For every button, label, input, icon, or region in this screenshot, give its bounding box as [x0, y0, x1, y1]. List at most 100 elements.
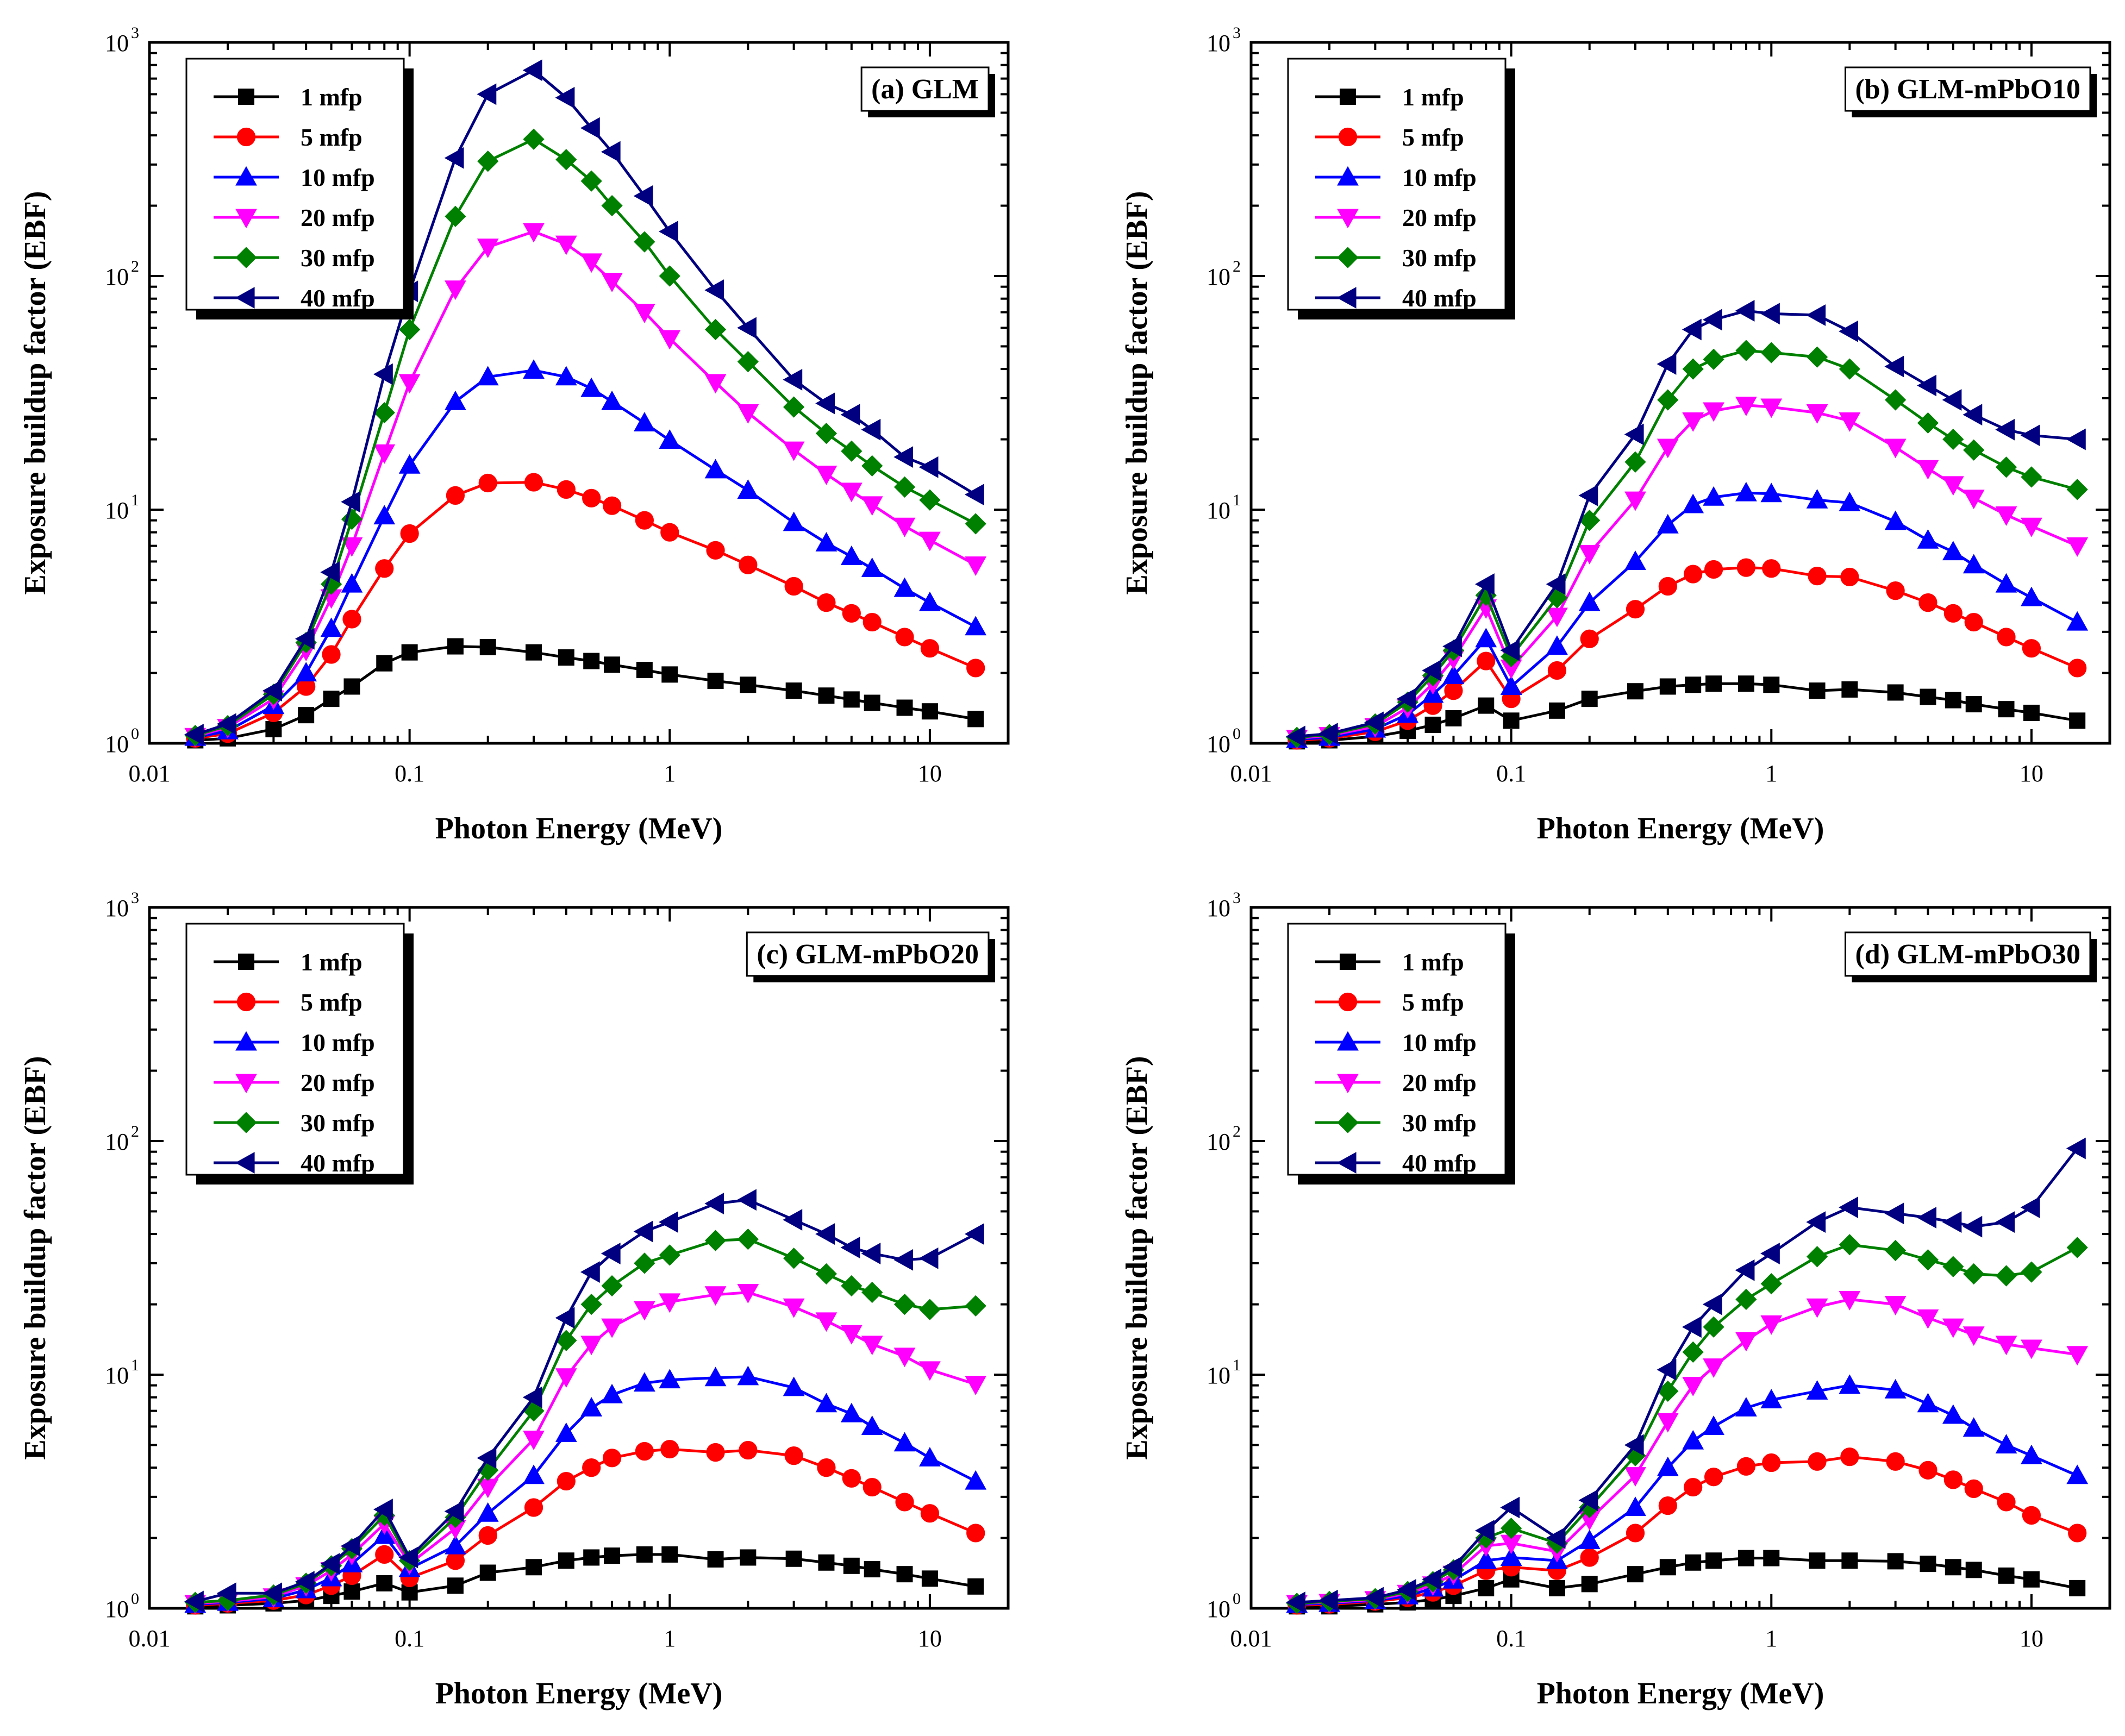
series-40-mfp	[184, 1189, 984, 1613]
data-point	[342, 610, 361, 629]
data-point	[1547, 661, 1567, 680]
data-point	[919, 489, 941, 511]
x-tick-label: 10	[918, 760, 942, 787]
data-point	[1318, 723, 1338, 745]
data-point	[1962, 490, 1985, 510]
data-point	[737, 404, 759, 424]
data-point	[341, 537, 363, 557]
data-point	[2021, 1261, 2042, 1283]
data-point	[1884, 1202, 1904, 1225]
data-point	[444, 1500, 464, 1522]
y-tick-exponent: 3	[131, 889, 139, 907]
data-point	[1704, 560, 1723, 579]
legend-marker	[1337, 166, 1359, 186]
series-5-mfp	[186, 473, 985, 748]
data-point	[1943, 604, 1962, 623]
data-point	[1998, 701, 2015, 718]
data-point	[2068, 1524, 2087, 1543]
legend-label: 1 mfp	[1402, 83, 1464, 111]
data-point	[580, 1293, 602, 1315]
data-point	[479, 1564, 496, 1581]
data-point	[580, 377, 603, 397]
data-point	[818, 1554, 835, 1571]
data-point	[861, 1243, 881, 1264]
data-point	[262, 680, 282, 702]
legend: 1 mfp 5 mfp 10 mfp 20 mfp 30 mfp 40 mfp	[185, 58, 414, 319]
data-point	[1917, 1393, 1939, 1413]
y-tick-label: 10	[1207, 895, 1230, 922]
y-tick-exponent: 3	[131, 24, 139, 42]
data-point	[1703, 486, 1724, 506]
data-point	[375, 559, 394, 578]
panel-title-box: (b) GLM-mPbO10	[1844, 66, 2097, 117]
data-point	[1703, 348, 1724, 370]
data-point	[840, 1402, 862, 1422]
y-tick-exponent: 2	[1233, 1123, 1241, 1140]
data-point	[659, 1369, 681, 1389]
y-tick-exponent: 1	[1233, 1356, 1241, 1374]
data-point	[1682, 412, 1704, 432]
data-point	[704, 1286, 727, 1306]
data-point	[526, 644, 542, 661]
data-point	[1964, 612, 1983, 632]
x-tick-label: 1	[1765, 1625, 1777, 1652]
data-point	[737, 1189, 757, 1211]
y-tick-label: 10	[1207, 731, 1230, 757]
y-tick-exponent: 2	[131, 258, 139, 275]
data-point	[399, 318, 421, 341]
data-point	[1624, 491, 1646, 511]
data-point	[704, 318, 727, 341]
data-point	[893, 1249, 914, 1271]
data-point	[1624, 1496, 1646, 1516]
data-point	[1760, 1273, 1782, 1295]
data-point	[815, 392, 835, 415]
data-point	[841, 440, 862, 462]
legend-label: 5 mfp	[1402, 988, 1464, 1016]
data-point	[659, 330, 681, 350]
y-axis-title: Exposure buildup factor (EBF)	[18, 191, 52, 594]
y-tick-label: 10	[105, 1596, 129, 1622]
x-tick-label: 0.01	[1230, 760, 1272, 787]
data-point	[602, 496, 622, 515]
data-point	[1884, 510, 1907, 530]
data-point	[447, 1577, 464, 1594]
data-point	[1705, 675, 1722, 692]
data-point	[1658, 576, 1677, 596]
data-point	[1578, 1489, 1598, 1512]
data-point	[785, 1550, 802, 1567]
x-tick-label: 1	[664, 1625, 676, 1652]
data-point	[661, 666, 678, 683]
data-point	[1997, 1493, 2016, 1512]
data-point	[1705, 1552, 1722, 1569]
data-point	[523, 1431, 545, 1450]
data-point	[580, 1261, 600, 1283]
data-point	[601, 1275, 623, 1297]
data-point	[522, 59, 542, 82]
data-point	[1809, 1552, 1826, 1569]
data-point	[633, 1372, 655, 1392]
data-point	[445, 205, 466, 227]
x-tick-label: 0.01	[129, 1625, 171, 1652]
legend-marker	[1336, 1152, 1357, 1174]
data-point	[1478, 697, 1495, 714]
data-point	[1920, 1556, 1936, 1572]
data-point	[660, 523, 679, 542]
data-point	[659, 265, 680, 287]
data-point	[818, 687, 835, 704]
data-point	[2021, 466, 2042, 488]
series-40-mfp	[184, 59, 984, 745]
data-point	[1963, 1263, 1985, 1285]
data-point	[1657, 389, 1679, 411]
data-point	[1657, 1358, 1677, 1381]
legend-marker	[1337, 1074, 1359, 1094]
data-point	[1682, 1430, 1704, 1450]
data-point	[861, 455, 883, 477]
data-point	[2021, 586, 2042, 606]
data-point	[477, 1447, 497, 1469]
data-point	[783, 511, 805, 531]
y-tick-label: 10	[105, 264, 129, 290]
data-point	[601, 273, 623, 292]
legend-marker	[235, 1112, 257, 1133]
data-point	[341, 491, 361, 513]
